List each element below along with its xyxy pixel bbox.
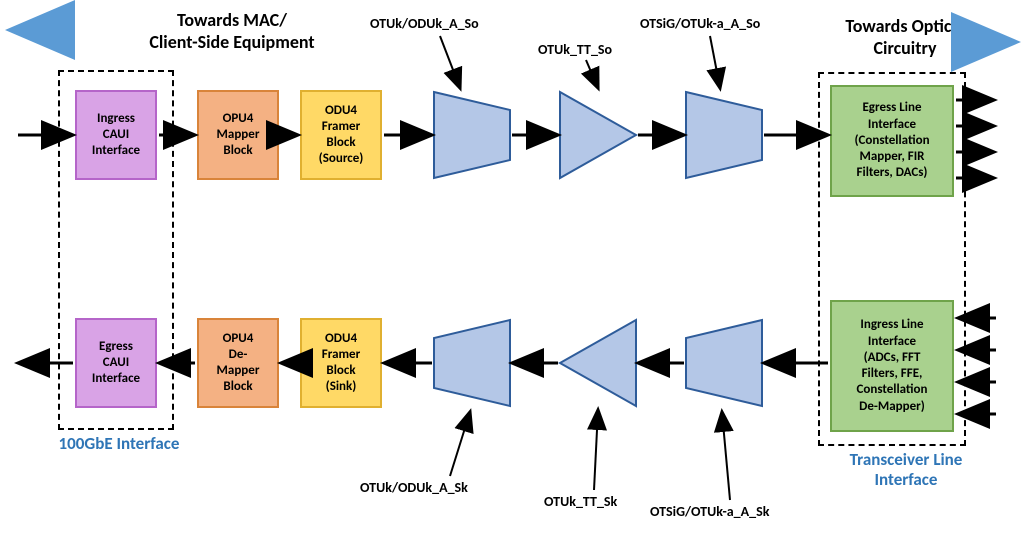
callout-otuk-oduk-so: OTUk/ODUk_A_So	[370, 16, 479, 33]
title-left: Towards MAC/Client-Side Equipment	[112, 10, 352, 53]
callout-otsig-sk: OTSiG/OTUk-a_A_Sk	[650, 504, 769, 521]
trap-otuk-oduk-sk	[434, 320, 510, 406]
trap-otsig-so	[686, 92, 762, 178]
trap-otuk-oduk-so	[434, 92, 510, 178]
block-opu4-mapper: OPU4MapperBlock	[197, 90, 279, 180]
block-egress-caui: EgressCAUIInterface	[75, 318, 157, 408]
block-opu4-demapper: OPU4De-MapperBlock	[197, 318, 279, 408]
trap-otsig-sk	[686, 320, 762, 406]
callout-otuk-oduk-sk: OTUk/ODUk_A_Sk	[360, 480, 468, 497]
block-odu4-sink: ODU4FramerBlock(Sink)	[300, 318, 382, 408]
block-ingress-caui: IngressCAUIInterface	[75, 90, 157, 180]
callout-otsig-so: OTSiG/OTUk-a_A_So	[640, 16, 760, 33]
trap-otuk-tt-so	[560, 92, 636, 178]
block-ingress-line: Ingress LineInterface(ADCs, FFTFilters, …	[830, 300, 954, 432]
block-egress-line: Egress LineInterface(ConstellationMapper…	[830, 85, 954, 197]
callout-otuk-tt-so: OTUk_TT_So	[538, 42, 612, 59]
trap-otuk-tt-sk	[560, 320, 636, 406]
title-right: Towards OpticalCircuitry	[820, 16, 990, 59]
label-100gbe: 100GbE Interface	[44, 434, 194, 454]
block-odu4-source: ODU4FramerBlock(Source)	[300, 90, 382, 180]
callout-otuk-tt-sk: OTUk_TT_Sk	[544, 494, 617, 511]
label-transceiver: Transceiver LineInterface	[826, 450, 986, 491]
